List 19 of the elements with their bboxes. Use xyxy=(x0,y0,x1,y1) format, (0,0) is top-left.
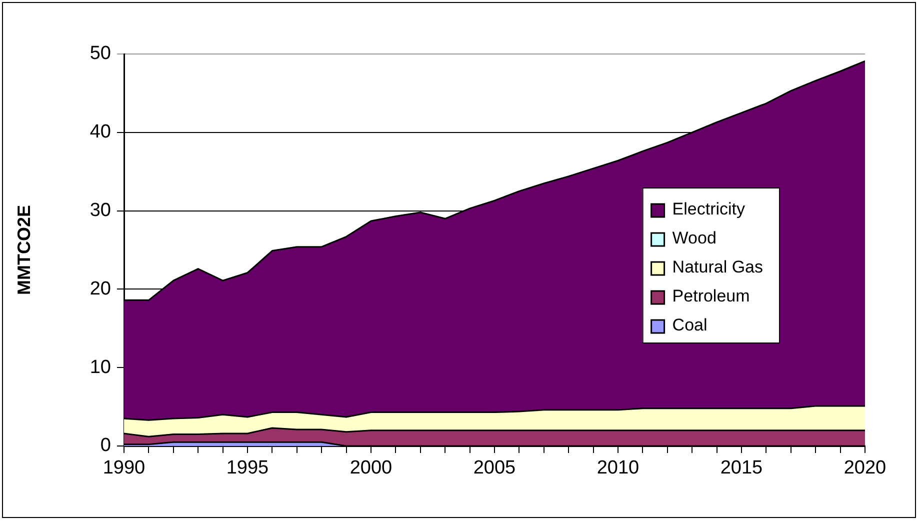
y-tick-label: 50 xyxy=(90,43,111,64)
x-tick-label: 2005 xyxy=(473,458,516,479)
y-axis-title: MMTCO2E xyxy=(14,205,34,295)
x-tick-label: 1995 xyxy=(226,458,269,479)
legend-label: Wood xyxy=(672,228,716,248)
y-tick-label: 0 xyxy=(100,435,111,456)
x-tick-label: 2000 xyxy=(350,458,392,479)
y-tick-label: 30 xyxy=(90,200,111,222)
y-tick-label: 20 xyxy=(90,278,111,300)
legend-label: Coal xyxy=(672,316,708,335)
x-tick-label: 2020 xyxy=(844,458,886,479)
legend-label: Electricity xyxy=(672,200,746,219)
legend-label: Petroleum xyxy=(672,286,750,306)
y-tick-label: 10 xyxy=(90,356,111,378)
x-tick-label: 2015 xyxy=(720,458,763,479)
x-tick-label: 1990 xyxy=(102,458,146,479)
x-tick-label: 2010 xyxy=(596,458,640,479)
y-tick-label: 40 xyxy=(90,122,111,143)
legend-label: Natural Gas xyxy=(672,258,763,277)
